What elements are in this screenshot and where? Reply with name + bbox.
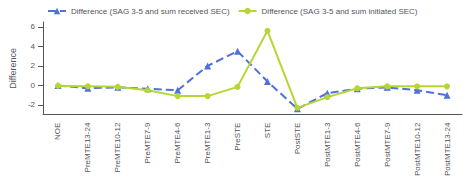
svg-text:PreSTE: PreSTE [233, 123, 242, 151]
svg-text:PreMTE10-12: PreMTE10-12 [113, 122, 122, 172]
svg-text:PostSTE: PostSTE [293, 123, 302, 155]
svg-text:PreMTE7-9: PreMTE7-9 [143, 122, 152, 163]
svg-text:PreMTE1-3: PreMTE1-3 [203, 122, 212, 163]
svg-text:PostMTE13-24: PostMTE13-24 [443, 122, 452, 176]
svg-text:PostMTE1-3: PostMTE1-3 [323, 122, 332, 167]
svg-text:Difference (SAG 3-5 and sum re: Difference (SAG 3-5 and sum received SEC… [71, 7, 230, 16]
svg-text:Difference: Difference [8, 48, 18, 89]
svg-text:6: 6 [31, 22, 36, 31]
svg-text:-2: -2 [28, 100, 36, 109]
svg-text:NOE: NOE [53, 123, 62, 140]
svg-text:Difference (SAG 3-5 and sum in: Difference (SAG 3-5 and sum initiated SE… [262, 7, 418, 16]
svg-text:2: 2 [31, 61, 36, 70]
svg-text:PostMTE7-9: PostMTE7-9 [383, 122, 392, 167]
svg-text:PreMTE4-6: PreMTE4-6 [173, 122, 182, 163]
svg-text:PreMTE13-24: PreMTE13-24 [83, 122, 92, 172]
svg-text:4: 4 [31, 42, 36, 51]
svg-text:STE: STE [263, 123, 272, 139]
svg-text:PostMTE4-6: PostMTE4-6 [353, 122, 362, 167]
svg-text:PostMTE10-12: PostMTE10-12 [413, 122, 422, 176]
svg-text:0: 0 [31, 81, 36, 90]
